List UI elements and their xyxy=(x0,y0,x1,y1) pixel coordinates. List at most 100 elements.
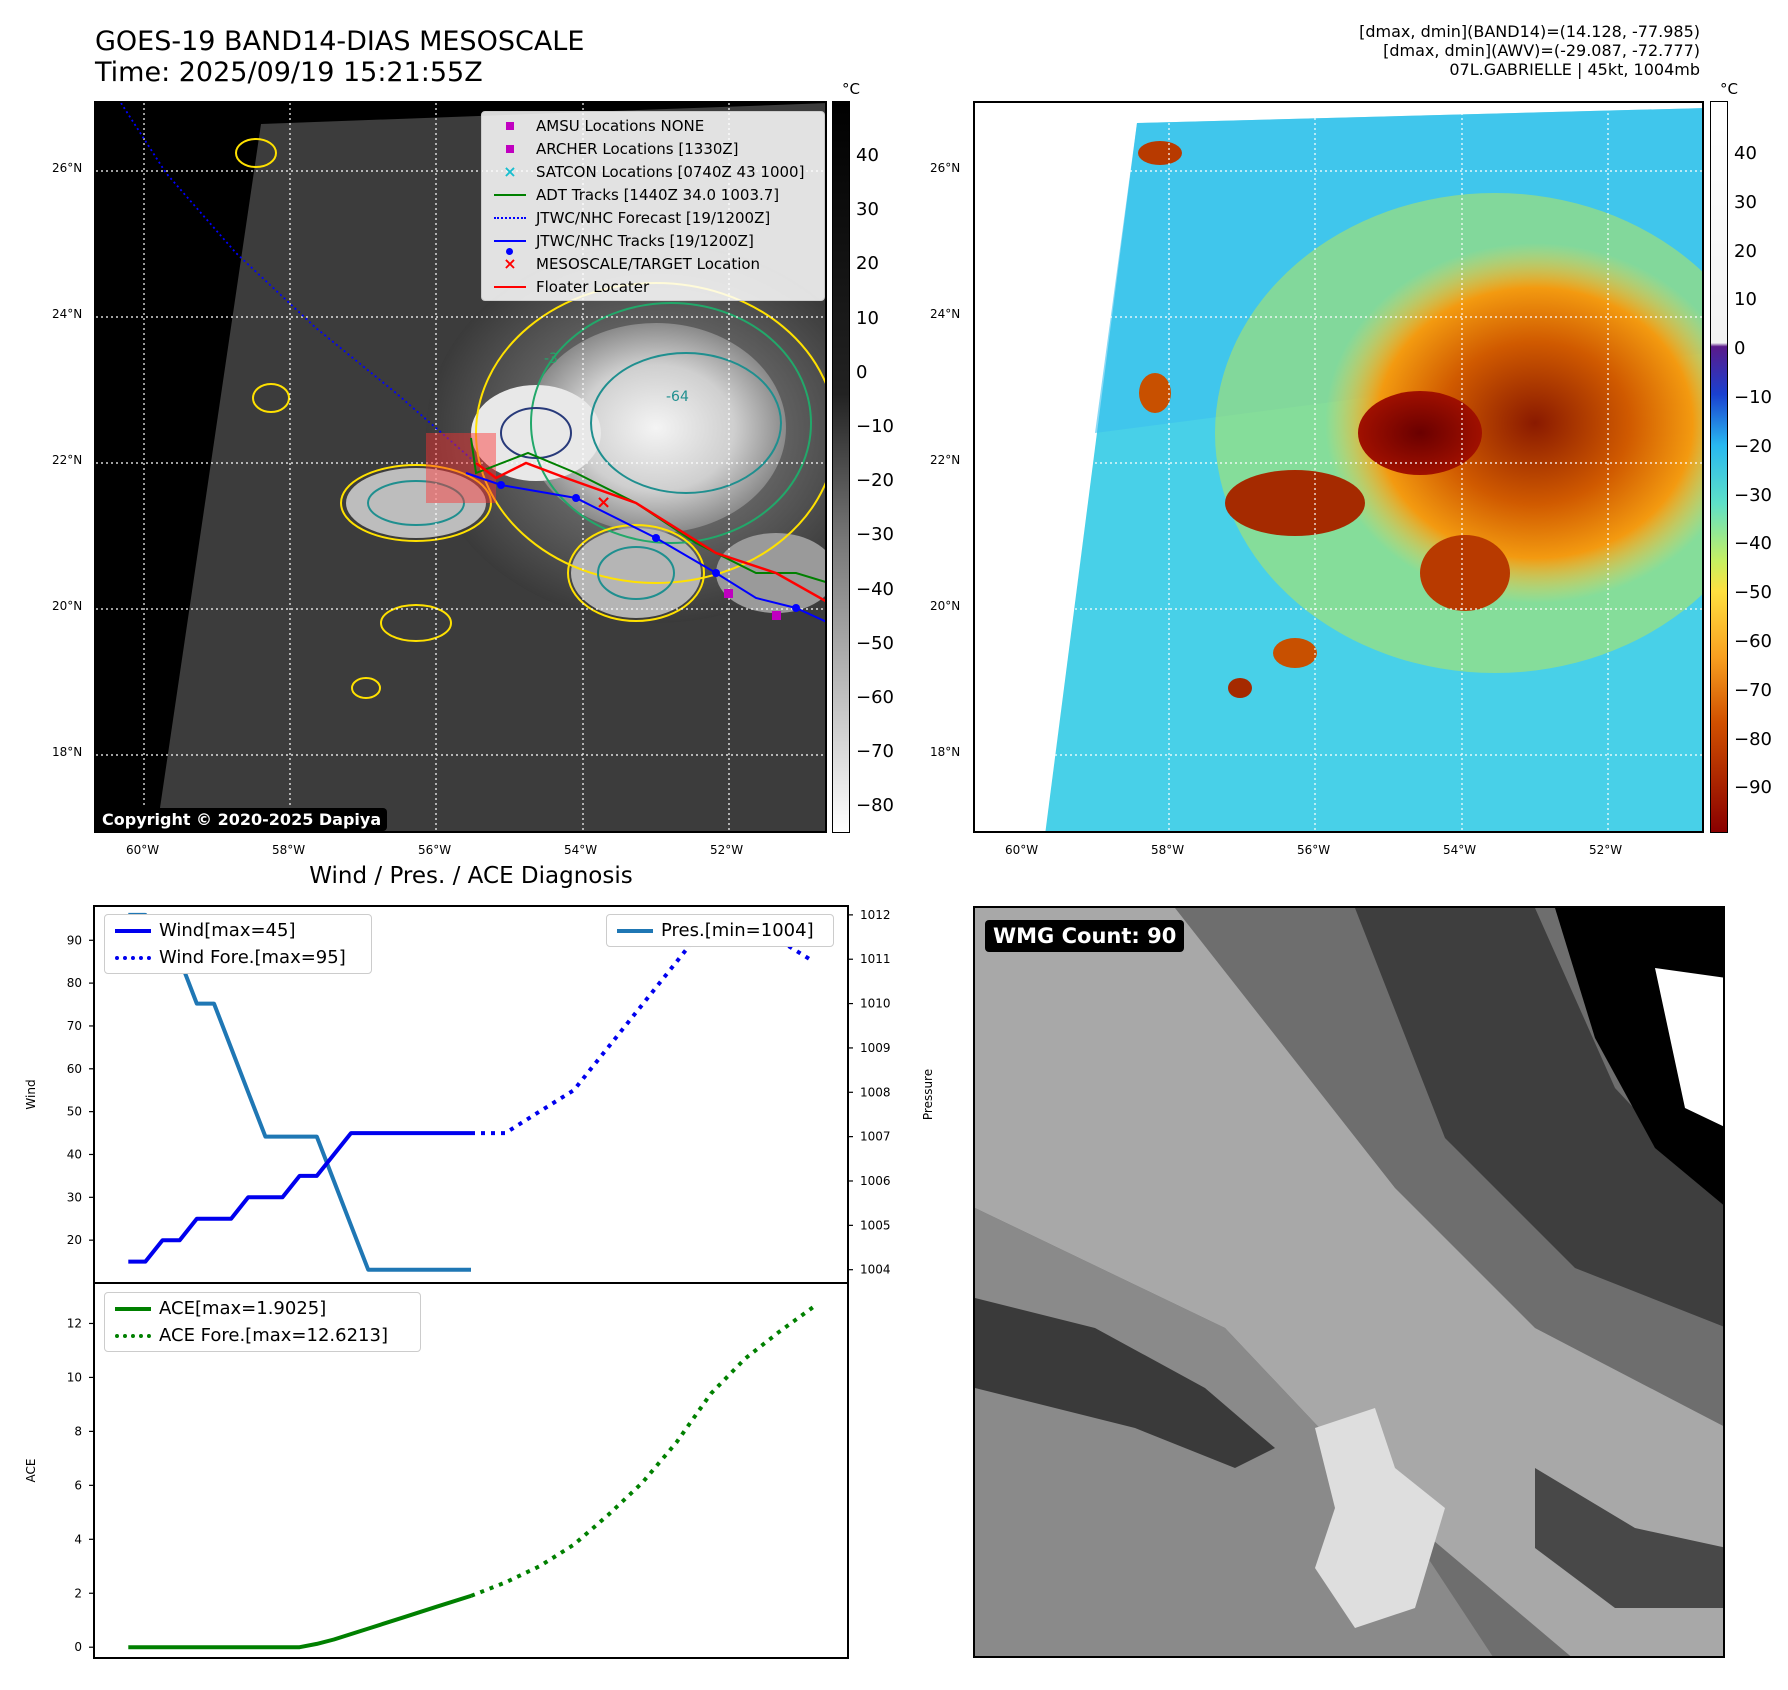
contour-sw-yellow xyxy=(351,677,381,699)
legend-square-icon xyxy=(492,144,528,153)
colorbar-gray-unit: °C xyxy=(842,80,860,98)
legend-item-mesoscale: × MESOSCALE/TARGET Location xyxy=(482,252,824,275)
chart-title: GOES-19 BAND14-DIAS MESOSCALE xyxy=(95,26,585,57)
wind-axis-label: Wind xyxy=(24,1079,38,1109)
pressure-tick-label: 1007 xyxy=(860,1130,891,1144)
legend-x-icon: × xyxy=(503,254,517,273)
ace-tick-label: 4 xyxy=(74,1532,82,1546)
contour-ne-yellow xyxy=(235,138,277,168)
colorbar-tick: −40 xyxy=(856,578,894,600)
pressure-tick-label: 1004 xyxy=(860,1263,891,1277)
colorbar-tick: 30 xyxy=(856,199,879,221)
lat-tick: 18°N xyxy=(52,745,83,759)
wmg-dark-band-2 xyxy=(975,1298,1275,1468)
colorbar-tick: −30 xyxy=(1734,484,1772,506)
contour-label-3: -3 xyxy=(544,351,558,367)
wind-tick-label: 90 xyxy=(67,933,82,947)
wind-tick-label: 70 xyxy=(67,1019,82,1033)
pressure-tick-label: 1012 xyxy=(860,908,891,922)
lon-tick: 54°W xyxy=(564,843,598,857)
colorbar-tick: 20 xyxy=(1734,240,1757,262)
ace-legend: ACE[max=1.9025] ACE Fore.[max=12.6213] xyxy=(104,1292,421,1352)
colorbar-tick: 0 xyxy=(856,361,868,383)
colorbar-tick: −80 xyxy=(1734,728,1772,750)
legend-line-icon xyxy=(617,928,653,933)
contour-green xyxy=(530,302,812,544)
gridlines-color xyxy=(975,103,1702,831)
wind-tick-label: 20 xyxy=(67,1233,82,1247)
info-awv: [dmax, dmin](AWV)=(-29.087, -72.777) xyxy=(1383,41,1700,60)
colorbar-tick: −10 xyxy=(856,416,894,437)
cloud-small-4 xyxy=(1273,638,1317,668)
legend-label: JTWC/NHC Tracks [19/1200Z] xyxy=(536,231,754,250)
colorbar-color xyxy=(1710,101,1728,833)
cloud-west xyxy=(346,468,486,538)
legend-item-archer: ARCHER Locations [1330Z] xyxy=(482,137,824,160)
archer-marker-2 xyxy=(772,611,781,620)
lon-tick: 60°W xyxy=(1005,843,1039,857)
info-storm: 07L.GABRIELLE | 45kt, 1004mb xyxy=(1449,60,1700,79)
pressure-axis-label: Pressure xyxy=(921,1069,935,1120)
lat-tick: 24°N xyxy=(930,307,961,321)
colorbar-tick: −70 xyxy=(856,741,894,763)
cloud-west-color xyxy=(1225,470,1365,536)
cloud-south-color xyxy=(1420,535,1510,611)
colorbar-tick: 40 xyxy=(856,145,879,166)
legend-label: SATCON Locations [0740Z 43 1000] xyxy=(536,162,805,181)
contour-west-teal xyxy=(367,480,465,526)
legend-x-icon: × xyxy=(503,162,517,181)
ace-tick-label: 2 xyxy=(74,1586,82,1600)
legend-dotted-line-icon xyxy=(115,1333,151,1338)
legend-label: Floater Locater xyxy=(536,277,650,296)
ace-tick-label: 8 xyxy=(74,1424,82,1438)
legend-line-icon xyxy=(115,1306,151,1311)
wmg-white-patch xyxy=(1315,1408,1445,1628)
lon-tick: 58°W xyxy=(1151,843,1185,857)
colorbar-tick: −70 xyxy=(1734,679,1772,701)
lon-tick: 52°W xyxy=(710,843,744,857)
jtwc-track-dots xyxy=(497,481,800,612)
colorbar-tick: 20 xyxy=(856,253,879,275)
pressure-line xyxy=(128,912,471,1272)
legend-dotted-line-icon xyxy=(115,955,151,960)
lat-tick: 20°N xyxy=(52,599,83,613)
ace-tick-label: 12 xyxy=(67,1316,82,1330)
legend-label: JTWC/NHC Forecast [19/1200Z] xyxy=(536,208,771,227)
diagnosis-chart: 2030405060708090100410051006100710081009… xyxy=(24,905,935,1659)
ace-tick-label: 6 xyxy=(74,1478,82,1492)
map-legend: AMSU Locations NONE ARCHER Locations [13… xyxy=(481,111,825,301)
cloud-small-1 xyxy=(1138,141,1182,165)
contour-label-64: -64 xyxy=(666,389,689,405)
colorbar-tick: −50 xyxy=(1734,582,1772,604)
legend-label: Wind Fore.[max=95] xyxy=(159,947,346,968)
floater-box xyxy=(426,433,496,503)
lat-tick: 18°N xyxy=(930,745,961,759)
contour-sw2-yellow xyxy=(380,604,452,642)
ace-axis-label: ACE xyxy=(24,1459,38,1483)
legend-line-icon xyxy=(492,193,528,196)
lon-tick: 54°W xyxy=(1443,843,1477,857)
colorbar-tick: −40 xyxy=(1734,533,1772,555)
lon-tick: 52°W xyxy=(1589,843,1623,857)
contour-west-yellow xyxy=(340,464,492,542)
wind-tick-label: 30 xyxy=(67,1190,82,1204)
colorbar-tick: 10 xyxy=(1734,289,1757,311)
lat-tick: 22°N xyxy=(52,453,83,467)
contour-ne2-yellow xyxy=(252,383,290,413)
colorbar-tick: −90 xyxy=(1734,777,1772,799)
legend-item-pressure: Pres.[min=1004] xyxy=(607,917,833,944)
pressure-tick-label: 1009 xyxy=(860,1041,891,1055)
legend-label: Wind[max=45] xyxy=(159,920,296,941)
wmg-dark-band-1 xyxy=(1355,908,1723,1327)
wind-forecast-line xyxy=(471,916,815,1136)
wmg-count-badge: WMG Count: 90 xyxy=(985,920,1185,952)
ir-color-map-svg xyxy=(975,103,1702,831)
colorbar-gray xyxy=(832,101,850,833)
legend-line-icon xyxy=(115,928,151,933)
contour-south-teal xyxy=(597,546,675,600)
wind-tick-label: 50 xyxy=(67,1105,82,1119)
jtwc-track xyxy=(465,472,825,623)
lat-tick: 20°N xyxy=(930,599,961,613)
legend-item-ace: ACE[max=1.9025] xyxy=(105,1295,420,1322)
colorbar-tick: −20 xyxy=(856,470,894,492)
